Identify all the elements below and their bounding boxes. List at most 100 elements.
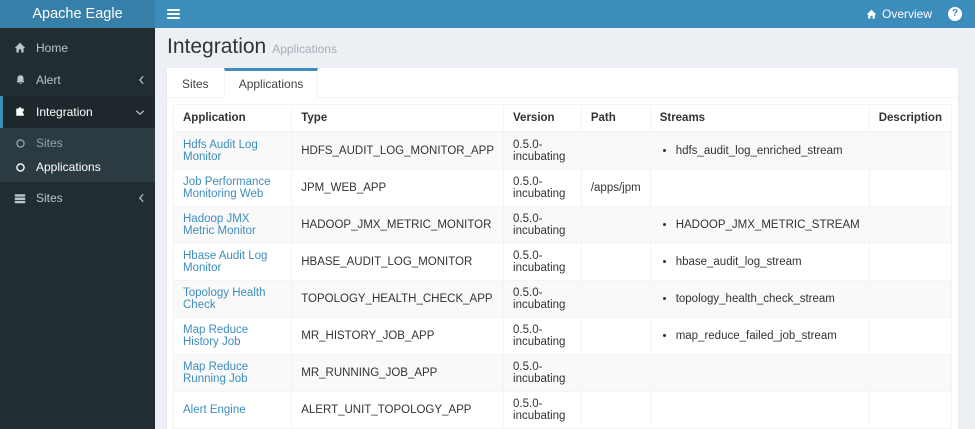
streams-cell: HADOOP_JMX_METRIC_STREAM — [649, 206, 870, 244]
table-header-row: Application Type Version Path Streams De… — [172, 104, 953, 133]
description-cell — [868, 243, 953, 281]
puzzle-icon — [13, 106, 27, 118]
tab-content: Application Type Version Path Streams De… — [167, 98, 958, 429]
application-cell: Topology Health Check — [172, 280, 293, 318]
type-cell: JPM_WEB_APP — [291, 169, 505, 207]
application-link[interactable]: Hbase Audit Log Monitor — [183, 250, 268, 274]
content-area: Integration Applications Sites Applicatio… — [155, 28, 975, 429]
sidebar-item-integration[interactable]: Integration — [0, 96, 155, 128]
description-cell — [868, 317, 953, 355]
application-cell: Map Reduce History Job — [172, 317, 293, 355]
sidebar-item-label: Home — [36, 41, 69, 55]
version-cell: 0.5.0-incubating — [503, 317, 582, 355]
version-cell: 0.5.0-incubating — [503, 131, 582, 170]
type-cell: MR_RUNNING_JOB_APP — [291, 354, 505, 392]
application-link[interactable]: Hdfs Audit Log Monitor — [183, 139, 258, 163]
table-row: Hbase Audit Log Monitor HBASE_AUDIT_LOG_… — [172, 243, 953, 281]
stream-item: map_reduce_failed_job_stream — [676, 327, 860, 346]
description-cell — [868, 391, 953, 429]
application-cell: Hadoop JMX Metric Monitor — [172, 206, 293, 244]
streams-cell: topology_health_check_stream — [649, 280, 870, 318]
description-cell — [868, 280, 953, 318]
version-cell: 0.5.0-incubating — [503, 391, 582, 429]
path-cell: /apps/jpm — [580, 169, 651, 207]
chevron-left-icon — [138, 75, 145, 85]
application-cell: Map Reduce Running Job — [172, 354, 293, 392]
tab-applications[interactable]: Applications — [223, 68, 319, 98]
applications-table-body: Hdfs Audit Log Monitor HDFS_AUDIT_LOG_MO… — [172, 131, 953, 429]
application-link[interactable]: Map Reduce History Job — [183, 324, 249, 348]
streams-cell: map_reduce_failed_job_stream — [649, 317, 870, 355]
circle-o-icon — [13, 138, 27, 149]
column-header-description: Description — [868, 104, 953, 133]
application-cell: Alert Engine — [172, 391, 293, 429]
sidebar-subitem-label: Sites — [36, 136, 63, 150]
path-cell — [580, 317, 651, 355]
stream-item: hbase_audit_log_stream — [676, 253, 860, 272]
stream-item: hdfs_audit_log_enriched_stream — [676, 142, 860, 161]
hamburger-icon — [166, 9, 180, 11]
version-cell: 0.5.0-incubating — [503, 243, 582, 281]
sidebar-item-alert[interactable]: Alert — [0, 64, 155, 96]
bell-icon — [13, 74, 27, 86]
application-link[interactable]: Topology Health Check — [183, 287, 266, 311]
path-cell — [580, 206, 651, 244]
streams-cell — [649, 169, 870, 207]
type-cell: TOPOLOGY_HEALTH_CHECK_APP — [291, 280, 505, 318]
sidebar-item-sites[interactable]: Sites — [0, 182, 155, 214]
overview-label: Overview — [881, 7, 932, 21]
streams-cell — [649, 354, 870, 392]
version-cell: 0.5.0-incubating — [503, 206, 582, 244]
table-row: Job Performance Monitoring Web JPM_WEB_A… — [172, 169, 953, 207]
streams-cell — [649, 391, 870, 429]
column-header-version: Version — [503, 104, 582, 133]
sidebar-item-label: Sites — [36, 191, 63, 205]
sidebar-subitem-applications[interactable]: Applications — [0, 155, 155, 179]
version-cell: 0.5.0-incubating — [503, 169, 582, 207]
table-icon — [13, 192, 27, 204]
page-subtitle: Applications — [272, 42, 337, 56]
integration-submenu: Sites Applications — [0, 128, 155, 182]
application-link[interactable]: Hadoop JMX Metric Monitor — [183, 213, 256, 237]
table-row: Map Reduce History Job MR_HISTORY_JOB_AP… — [172, 317, 953, 355]
path-cell — [580, 243, 651, 281]
column-header-streams: Streams — [649, 104, 870, 133]
sidebar-item-home[interactable]: Home — [0, 32, 155, 64]
streams-cell: hbase_audit_log_stream — [649, 243, 870, 281]
description-cell — [868, 169, 953, 207]
version-cell: 0.5.0-incubating — [503, 354, 582, 392]
description-cell — [868, 354, 953, 392]
help-icon[interactable]: ? — [948, 7, 962, 21]
tabs-box: Sites Applications Application Type Vers… — [167, 68, 958, 429]
stream-item: HADOOP_JMX_METRIC_STREAM — [676, 216, 860, 235]
application-link[interactable]: Job Performance Monitoring Web — [183, 176, 271, 200]
application-link[interactable]: Map Reduce Running Job — [183, 361, 249, 385]
tab-sites[interactable]: Sites — [182, 77, 209, 91]
type-cell: HADOOP_JMX_METRIC_MONITOR — [291, 206, 505, 244]
type-cell: HBASE_AUDIT_LOG_MONITOR — [291, 243, 505, 281]
applications-table: Application Type Version Path Streams De… — [172, 104, 953, 429]
sidebar-toggle-button[interactable] — [155, 0, 191, 28]
sidebar-item-label: Integration — [36, 105, 93, 119]
app-logo[interactable]: Apache Eagle — [0, 0, 155, 28]
table-row: Map Reduce Running Job MR_RUNNING_JOB_AP… — [172, 354, 953, 392]
navbar-overview-link[interactable]: Overview — [866, 7, 932, 21]
type-cell: MR_HISTORY_JOB_APP — [291, 317, 505, 355]
sidebar: Home Alert Integration — [0, 28, 155, 429]
description-cell — [868, 131, 953, 170]
table-row: Hdfs Audit Log Monitor HDFS_AUDIT_LOG_MO… — [172, 131, 953, 170]
application-cell: Hbase Audit Log Monitor — [172, 243, 293, 281]
version-cell: 0.5.0-incubating — [503, 280, 582, 318]
sidebar-subitem-sites[interactable]: Sites — [0, 131, 155, 155]
sidebar-menu: Home Alert Integration — [0, 28, 155, 214]
application-link[interactable]: Alert Engine — [183, 404, 246, 416]
home-icon — [13, 42, 27, 54]
table-row: Topology Health Check TOPOLOGY_HEALTH_CH… — [172, 280, 953, 318]
description-cell — [868, 206, 953, 244]
stream-item: topology_health_check_stream — [676, 290, 860, 309]
sidebar-item-label: Alert — [36, 73, 61, 87]
application-cell: Job Performance Monitoring Web — [172, 169, 293, 207]
chevron-left-icon — [138, 193, 145, 203]
path-cell — [580, 354, 651, 392]
